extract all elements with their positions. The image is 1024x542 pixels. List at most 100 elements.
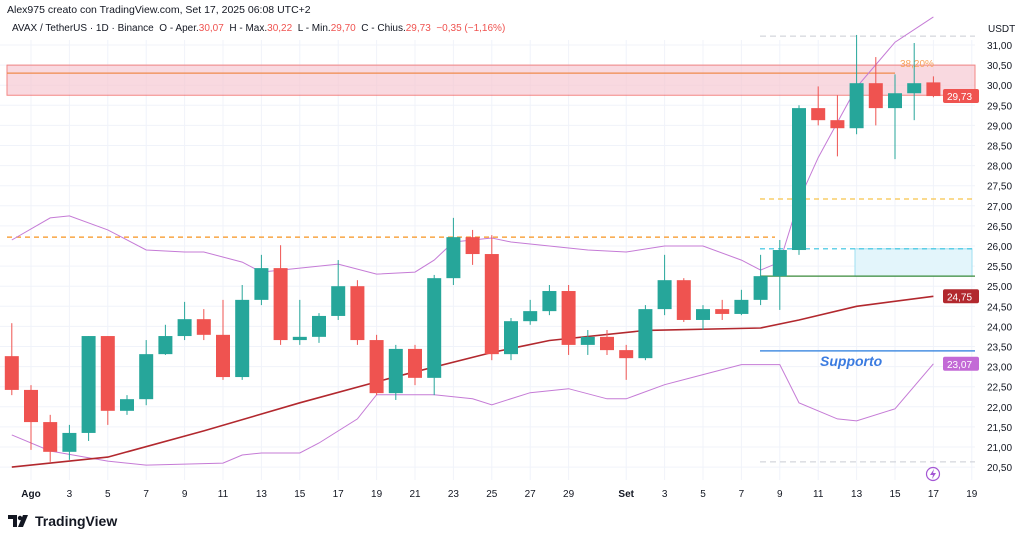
- candle-up: [254, 268, 269, 300]
- y-tick-label: 26,50: [987, 222, 1012, 233]
- close-value: 29,73: [405, 23, 431, 34]
- y-tick-label: 27,50: [987, 182, 1012, 193]
- y-tick-label: 29,00: [987, 121, 1012, 132]
- candle-up: [446, 237, 461, 279]
- x-tick-label: 9: [777, 489, 783, 500]
- price-tag: [943, 356, 979, 371]
- y-tick-label: 30,00: [987, 81, 1012, 92]
- x-tick-label: 3: [662, 489, 668, 500]
- candle-up: [638, 309, 653, 359]
- price-tag: [943, 289, 979, 304]
- x-tick-label: 11: [218, 489, 229, 500]
- x-tick-label: 9: [182, 489, 188, 500]
- candle-up: [427, 278, 442, 378]
- y-tick-label: 29,50: [987, 101, 1012, 112]
- x-tick-label: 25: [486, 489, 498, 500]
- candle-up: [504, 321, 518, 355]
- lightning-icon-glyph: [930, 469, 936, 479]
- symbol-legend: AVAX / TetherUS · 1D · Binance O - Aper.…: [12, 23, 505, 34]
- candle-down: [196, 319, 211, 335]
- symbol-name[interactable]: AVAX / TetherUS · 1D · Binance: [12, 23, 154, 34]
- y-tick-label: 30,50: [987, 61, 1012, 72]
- candle-up: [849, 83, 864, 129]
- price-tag-label: 29,73: [947, 92, 972, 103]
- x-tick-label: Ago: [21, 489, 40, 500]
- candle-down: [408, 348, 422, 378]
- candle-down: [100, 336, 115, 411]
- close-label: C - Chius.: [361, 23, 406, 34]
- y-tick-label: 23,00: [987, 363, 1012, 374]
- candle-down: [868, 83, 883, 109]
- x-tick-label: 13: [256, 489, 268, 500]
- candle-up: [753, 276, 768, 300]
- high-label: H - Max.: [229, 23, 268, 34]
- tradingview-logo[interactable]: TradingView: [8, 513, 117, 529]
- x-tick-label: 19: [371, 489, 383, 500]
- lightning-icon: [925, 466, 941, 482]
- y-tick-label: 25,50: [987, 262, 1012, 273]
- x-tick-label: 15: [889, 489, 901, 500]
- currency-label: USDT: [988, 24, 1015, 35]
- candle-up: [388, 348, 403, 394]
- bollinger-lower-line: [11, 363, 934, 466]
- candle-down: [24, 389, 38, 423]
- x-tick-label: 13: [851, 489, 863, 500]
- price-tag: [943, 89, 979, 104]
- candle-down: [369, 340, 384, 394]
- x-tick-label: 27: [525, 489, 537, 500]
- candle-down: [216, 334, 230, 378]
- x-tick-label: 23: [448, 489, 460, 500]
- candle-up: [312, 315, 326, 337]
- low-label: L - Min.: [297, 23, 331, 34]
- target-box: [854, 248, 973, 277]
- x-tick-label: 29: [563, 489, 575, 500]
- candle-up: [792, 108, 806, 251]
- candle-up: [657, 280, 672, 310]
- x-tick-label: 5: [105, 489, 111, 500]
- candle-down: [926, 82, 941, 97]
- x-tick-label: 3: [67, 489, 73, 500]
- y-tick-label: 24,50: [987, 302, 1012, 313]
- y-tick-label: 22,50: [987, 383, 1012, 394]
- candle-down: [4, 356, 19, 390]
- candle-up: [734, 299, 749, 314]
- x-tick-label: 11: [813, 489, 824, 500]
- y-tick-label: 31,00: [987, 41, 1012, 52]
- candle-down: [600, 336, 614, 351]
- candle-down: [715, 309, 730, 314]
- x-tick-label: 21: [409, 489, 421, 500]
- price-tag-label: 23,07: [947, 360, 972, 371]
- x-tick-label: Set: [618, 489, 634, 500]
- high-value: 30,22: [267, 23, 293, 34]
- candle-down: [43, 422, 58, 452]
- y-tick-label: 28,50: [987, 142, 1012, 153]
- x-tick-label: 5: [700, 489, 706, 500]
- candle-up: [292, 336, 307, 341]
- low-value: 29,70: [330, 23, 356, 34]
- support-label: Supporto: [820, 353, 883, 369]
- open-value: 30,07: [198, 23, 224, 34]
- candle-up: [888, 93, 902, 109]
- candle-down: [350, 286, 365, 341]
- candle-up: [772, 250, 787, 277]
- x-tick-label: 17: [333, 489, 345, 500]
- y-tick-label: 25,00: [987, 282, 1012, 293]
- candle-down: [273, 268, 288, 341]
- fib-label: 38,20%: [900, 59, 934, 70]
- y-tick-label: 21,00: [987, 443, 1012, 454]
- candle-down: [811, 108, 826, 121]
- y-tick-label: 27,00: [987, 202, 1012, 213]
- y-tick-label: 22,00: [987, 403, 1012, 414]
- x-tick-label: 17: [928, 489, 940, 500]
- candle-up: [542, 291, 557, 312]
- candle-down: [619, 350, 634, 359]
- candle-up: [523, 311, 538, 322]
- y-tick-label: 26,00: [987, 242, 1012, 253]
- open-label: O - Aper.: [159, 23, 199, 34]
- y-tick-label: 23,50: [987, 343, 1012, 354]
- x-tick-label: 7: [739, 489, 745, 500]
- tradingview-logo-icon: [8, 515, 28, 527]
- x-tick-label: 15: [294, 489, 306, 500]
- candle-down: [465, 237, 480, 255]
